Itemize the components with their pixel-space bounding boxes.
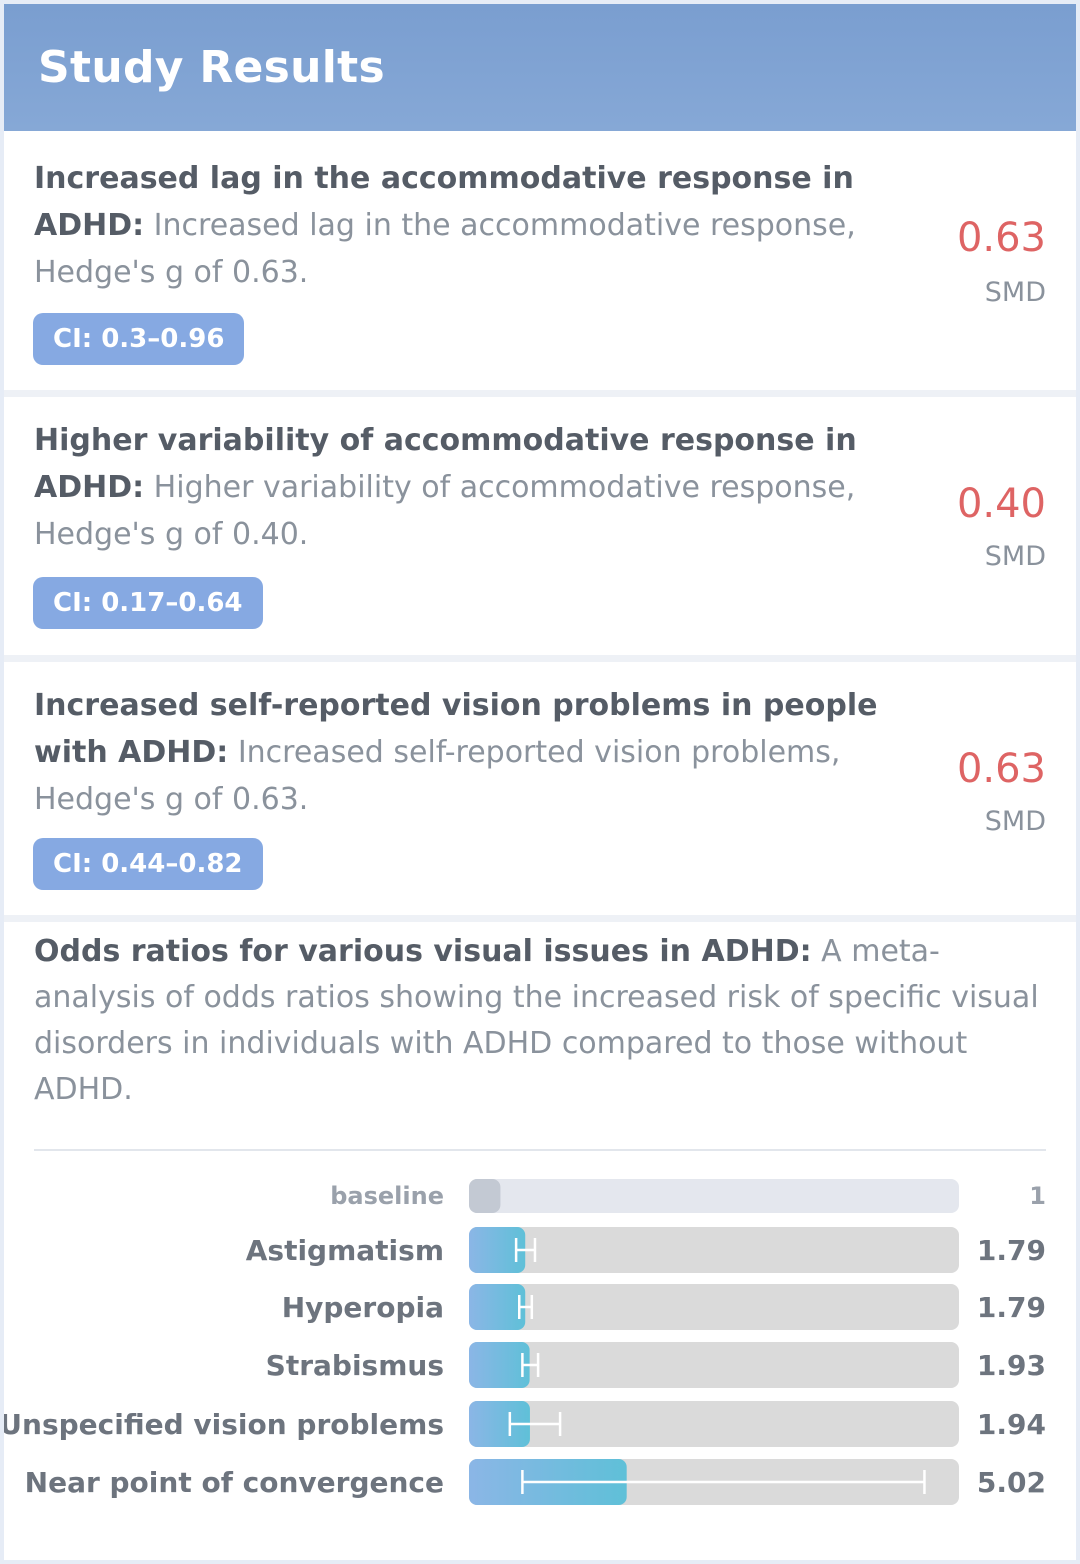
bar-track: [469, 1342, 959, 1388]
odds-ratio-text: Odds ratios for various visual issues in…: [34, 929, 1044, 1113]
result-card: Increased lag in the accommodative respo…: [4, 131, 1076, 390]
result-description: Increased lag in the accommodative respo…: [34, 208, 856, 290]
odds-ratio-title: Odds ratios for various visual issues in…: [34, 934, 812, 969]
card-separator: [4, 655, 1076, 662]
card-separator: [4, 915, 1076, 922]
result-title: Increased lag in the accommodative respo…: [34, 161, 854, 243]
result-title: Higher variability of accommodative resp…: [34, 423, 857, 505]
effect-size-value: 0.63: [956, 215, 1046, 261]
effect-size-unit: SMD: [984, 806, 1046, 837]
result-text: Increased self-reported vision problems …: [34, 682, 924, 823]
value-label: 1.94: [977, 1408, 1046, 1441]
result-card: Increased self-reported vision problems …: [4, 662, 1076, 915]
value-label: 1: [1029, 1182, 1046, 1210]
bar: [469, 1284, 526, 1330]
result-card: Higher variability of accommodative resp…: [4, 397, 1076, 655]
bar: [469, 1401, 530, 1447]
study-results-panel: Study Results Increased lag in the accom…: [4, 4, 1076, 1560]
divider: [34, 1149, 1046, 1151]
ci-badge: CI: 0.44–0.82: [33, 838, 263, 890]
result-text: Increased lag in the accommodative respo…: [34, 155, 884, 296]
result-text: Higher variability of accommodative resp…: [34, 417, 884, 558]
category-label: baseline: [330, 1182, 444, 1210]
result-description: Higher variability of accommodative resp…: [34, 470, 856, 552]
effect-size-unit: SMD: [984, 277, 1046, 308]
bar-track: [469, 1401, 959, 1447]
card-separator: [4, 390, 1076, 397]
odds-ratio-chart: baseline 1 Astigmatism 1.79 Hyperopia 1.79 Str…: [4, 1179, 1046, 1505]
bar: [469, 1179, 501, 1213]
effect-size-value: 0.40: [956, 481, 1046, 527]
page-title: Study Results: [38, 42, 385, 93]
result-description: Increased self-reported vision problems,…: [34, 735, 841, 817]
bar-track: [469, 1284, 959, 1330]
ci-badge: CI: 0.3–0.96: [33, 313, 245, 365]
bar: [469, 1227, 526, 1273]
category-label: Hyperopia: [282, 1291, 444, 1324]
value-label: 1.79: [977, 1291, 1046, 1324]
bar-track: [469, 1227, 959, 1273]
bar-track: [469, 1179, 959, 1213]
value-label: 5.02: [977, 1466, 1046, 1499]
value-label: 1.93: [977, 1349, 1046, 1382]
ci-badge: CI: 0.17–0.64: [33, 577, 263, 629]
value-label: 1.79: [977, 1234, 1046, 1267]
bar: [469, 1342, 530, 1388]
category-label: Unspecified vision problems: [4, 1408, 444, 1441]
category-label: Strabismus: [266, 1349, 444, 1382]
odds-ratio-description: A meta-analysis of odds ratios showing t…: [34, 934, 1039, 1107]
result-title: Increased self-reported vision problems …: [34, 688, 878, 770]
effect-size-value: 0.63: [956, 746, 1046, 792]
category-label: Astigmatism: [246, 1234, 444, 1267]
category-label: Near point of convergence: [25, 1466, 444, 1499]
header: Study Results: [4, 4, 1076, 131]
effect-size-unit: SMD: [984, 541, 1046, 572]
